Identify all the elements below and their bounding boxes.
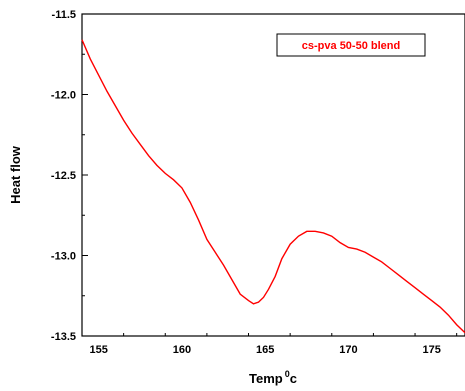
x-tick-label: 160	[173, 344, 191, 356]
y-tick-label: -12.0	[51, 90, 76, 102]
x-tick-label: 170	[339, 344, 357, 356]
legend: cs-pva 50-50 blend	[276, 33, 426, 57]
legend-entry: cs-pva 50-50 blend	[302, 40, 400, 52]
axis-ticks	[81, 13, 458, 337]
y-tick-label: -11.5	[52, 9, 76, 21]
legend-box	[276, 33, 426, 57]
y-tick-label: -13.0	[51, 251, 76, 263]
series-line-cs-pva-blend	[81, 39, 465, 334]
x-axis-title-main: Temp	[249, 371, 283, 386]
y-tick-label: -12.5	[51, 170, 76, 182]
axis-tick-labels: 155 160 165 170 175 -11.5 -12.0 -12.5 -13.0 -13.5	[51, 9, 441, 356]
y-axis-title: Heat flow	[8, 145, 23, 204]
plot-frame	[81, 13, 465, 337]
x-tick-label: 175	[423, 344, 441, 356]
x-axis-title: Temp 0c	[249, 369, 297, 386]
x-tick-label: 165	[256, 344, 274, 356]
x-tick-label: 155	[89, 344, 107, 356]
y-tick-label: -13.5	[51, 331, 76, 343]
x-axis-title-suffix: c	[290, 371, 297, 386]
x-axis-title-sup: 0	[285, 369, 290, 379]
